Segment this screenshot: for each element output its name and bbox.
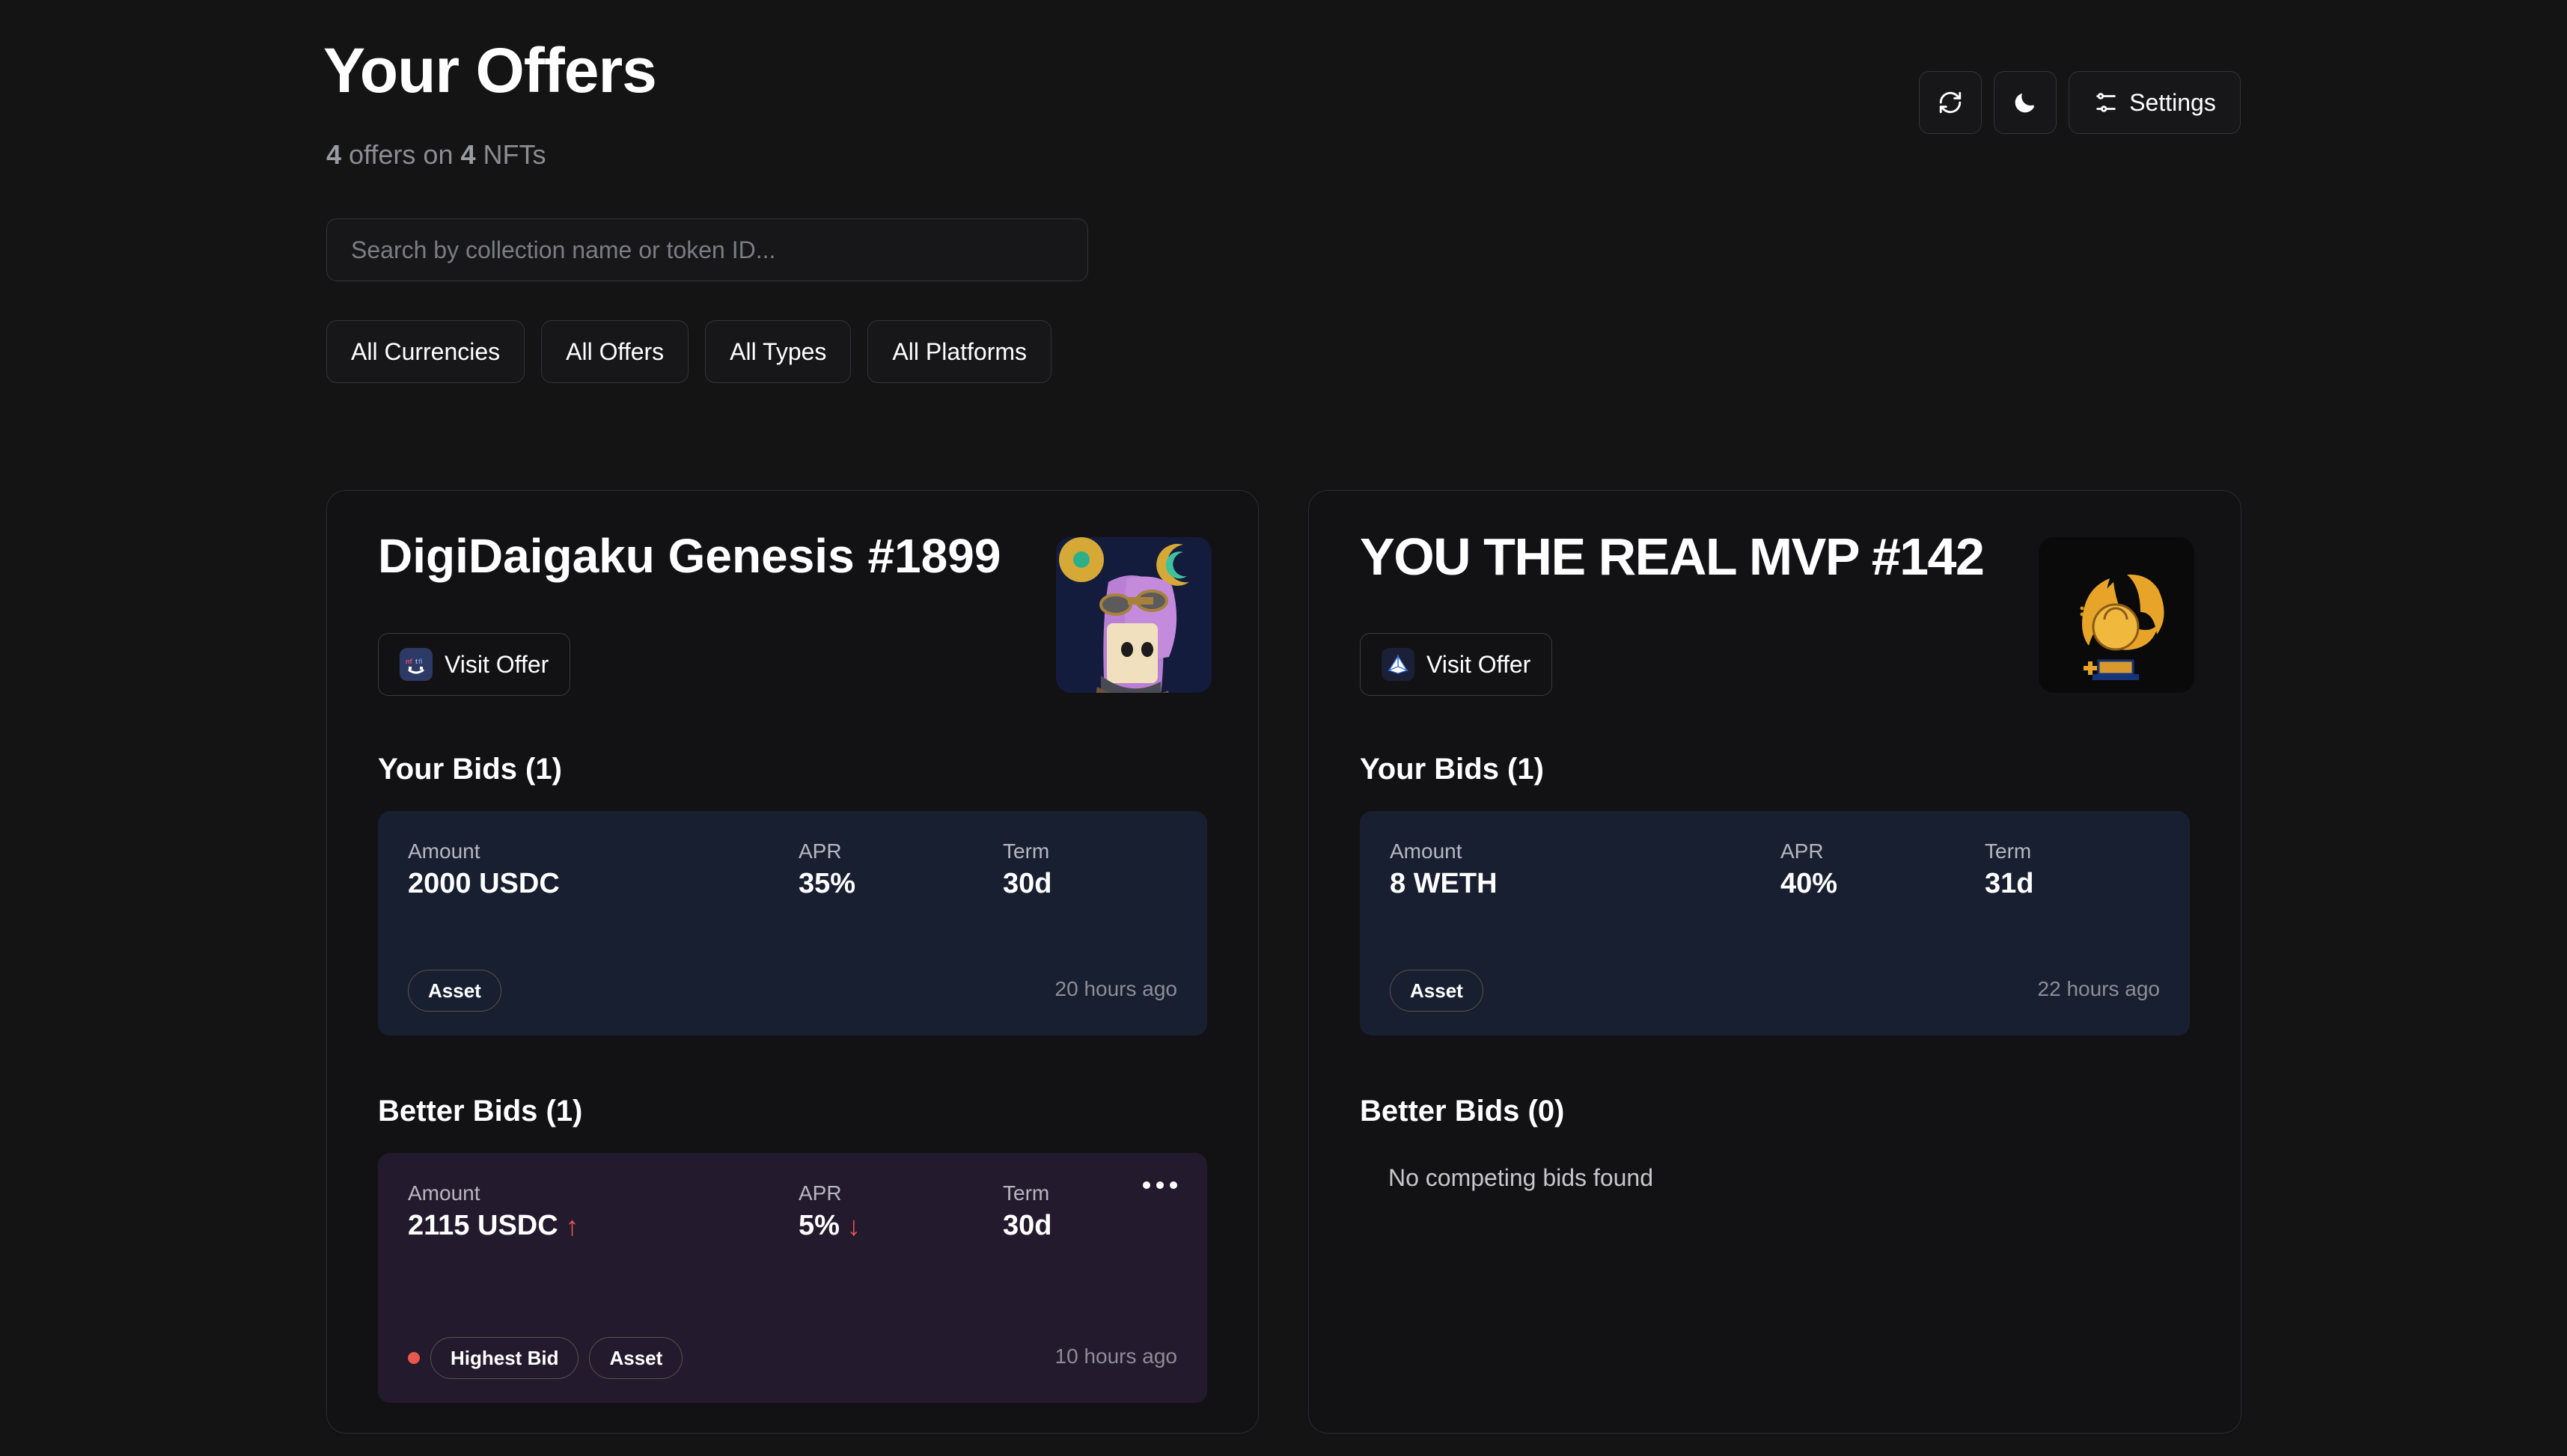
svg-text:nf: nf <box>406 658 412 665</box>
svg-text:t: t <box>415 658 418 665</box>
svg-text:fi: fi <box>418 658 423 665</box>
